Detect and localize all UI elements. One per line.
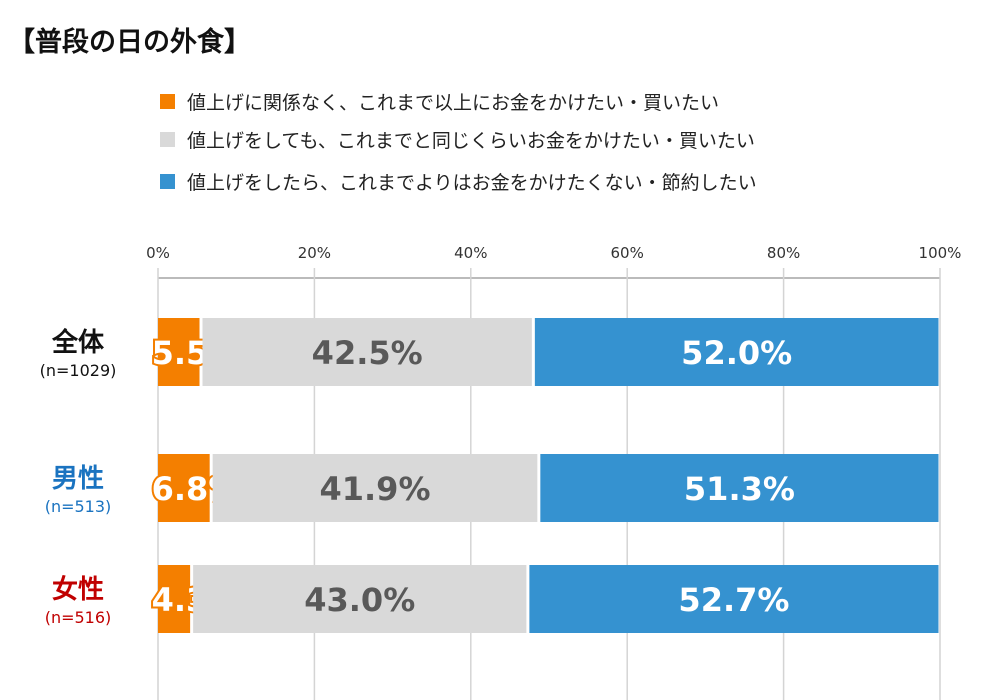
tick-label: 80% <box>767 244 800 262</box>
tick-label: 0% <box>146 244 170 262</box>
bar-segment <box>158 318 200 386</box>
legend-swatch <box>160 174 175 189</box>
tick-label: 60% <box>611 244 644 262</box>
bar-segment <box>158 454 210 522</box>
legend-label: 値上げに関係なく、これまで以上にお金をかけたい・買いたい <box>187 92 720 114</box>
legend-swatch <box>160 132 175 147</box>
data-label: 52.7% <box>678 581 789 619</box>
legend-label: 値上げをしたら、これまでよりはお金をかけたくない・節約したい <box>187 172 757 194</box>
category-n: (n=516) <box>45 608 112 627</box>
bar-segment <box>158 565 191 633</box>
bar-segment <box>202 318 532 386</box>
legend-swatch <box>160 94 175 109</box>
bar-segment <box>540 454 939 522</box>
legend-item-more: 値上げに関係なく、これまで以上にお金をかけたい・買いたい <box>160 88 719 115</box>
tick-label: 100% <box>919 244 962 262</box>
tick-label: 40% <box>454 244 487 262</box>
bar-segment <box>212 454 538 522</box>
data-label: 43.0% <box>304 581 415 619</box>
bar-segment <box>534 318 939 386</box>
category-n: (n=513) <box>45 497 112 516</box>
legend-label: 値上げをしても、これまでと同じくらいお金をかけたい・買いたい <box>187 130 755 152</box>
category-label: 男性 <box>52 464 104 494</box>
category-label: 女性 <box>52 574 104 605</box>
chart-title: 【普段の日の外食】 <box>8 27 251 58</box>
data-label: 42.5% <box>312 334 423 372</box>
legend-item-less: 値上げをしたら、これまでよりはお金をかけたくない・節約したい <box>160 168 757 195</box>
data-label: 52.0% <box>681 334 792 372</box>
bar-segment <box>529 565 939 633</box>
category-label: 全体 <box>51 327 105 358</box>
data-label: 51.3% <box>684 470 795 508</box>
legend-item-same: 値上げをしても、これまでと同じくらいお金をかけたい・買いたい <box>160 126 755 153</box>
data-label: 41.9% <box>319 470 430 508</box>
category-n: (n=1029) <box>40 361 117 380</box>
bar-segment <box>193 565 527 633</box>
tick-label: 20% <box>298 244 331 262</box>
